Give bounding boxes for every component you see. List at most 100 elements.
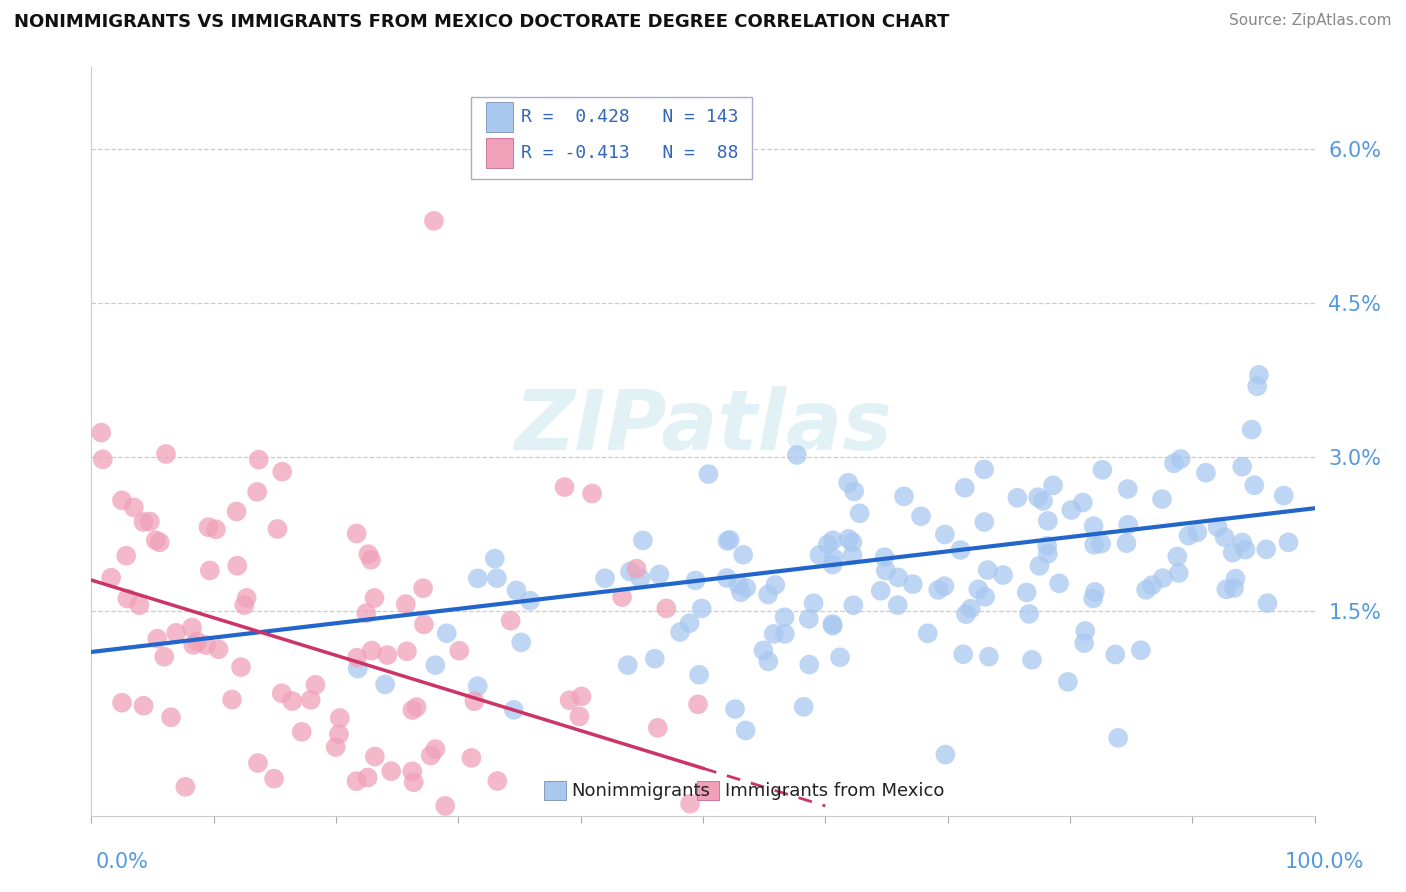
Point	[304, 678, 326, 692]
Text: R =  0.428   N = 143: R = 0.428 N = 143	[520, 108, 738, 126]
Point	[363, 591, 385, 605]
Point	[467, 571, 489, 585]
Point	[401, 703, 423, 717]
Point	[502, 703, 524, 717]
Point	[678, 616, 700, 631]
Point	[934, 579, 956, 593]
Point	[619, 565, 641, 579]
Point	[299, 693, 322, 707]
Point	[837, 475, 859, 490]
Point	[100, 571, 122, 585]
Point	[1243, 478, 1265, 492]
Point	[628, 571, 651, 585]
Point	[91, 452, 114, 467]
Point	[1225, 572, 1247, 586]
Point	[571, 690, 593, 704]
Point	[346, 774, 368, 789]
Text: Immigrants from Mexico: Immigrants from Mexico	[725, 781, 945, 800]
Point	[1152, 571, 1174, 585]
Point	[233, 598, 256, 612]
Text: R = -0.413   N =  88: R = -0.413 N = 88	[520, 145, 738, 162]
Point	[425, 742, 447, 756]
Point	[235, 591, 257, 605]
Point	[1195, 466, 1218, 480]
Point	[1091, 463, 1114, 477]
Point	[1036, 514, 1059, 528]
Point	[1247, 368, 1270, 382]
Point	[568, 709, 591, 723]
Point	[616, 658, 638, 673]
Point	[460, 751, 482, 765]
Point	[977, 649, 1000, 664]
Bar	[544, 781, 567, 800]
Point	[1240, 423, 1263, 437]
Point	[1166, 549, 1188, 564]
Point	[1107, 731, 1129, 745]
Point	[354, 606, 377, 620]
Point	[886, 598, 908, 612]
Point	[873, 550, 896, 565]
Point	[953, 481, 976, 495]
Point	[631, 533, 654, 548]
Point	[186, 634, 208, 648]
Point	[181, 620, 204, 634]
Point	[1277, 535, 1299, 549]
Point	[149, 535, 172, 549]
Point	[425, 658, 447, 673]
Point	[195, 638, 218, 652]
Point	[716, 533, 738, 548]
Point	[375, 648, 398, 662]
Point	[828, 650, 851, 665]
Point	[1140, 578, 1163, 592]
Point	[734, 723, 756, 738]
Point	[1170, 452, 1192, 467]
Point	[207, 642, 229, 657]
Point	[756, 654, 779, 668]
Point	[225, 504, 247, 518]
Point	[1018, 607, 1040, 621]
Point	[644, 651, 666, 665]
Point	[1036, 539, 1059, 553]
Point	[934, 747, 956, 762]
Point	[756, 587, 779, 601]
Point	[111, 493, 134, 508]
Point	[593, 571, 616, 585]
Point	[229, 660, 252, 674]
Point	[927, 582, 949, 597]
Point	[690, 601, 713, 615]
Point	[139, 515, 162, 529]
Point	[357, 547, 380, 561]
Point	[763, 578, 786, 592]
Point	[1230, 459, 1253, 474]
Point	[821, 619, 844, 633]
Point	[484, 551, 506, 566]
Point	[111, 696, 134, 710]
Point	[648, 567, 671, 582]
Point	[841, 535, 863, 549]
Point	[610, 590, 633, 604]
Point	[246, 484, 269, 499]
Point	[146, 632, 169, 646]
Point	[395, 644, 418, 658]
Point	[1222, 546, 1244, 560]
Point	[821, 533, 844, 548]
Point	[266, 522, 288, 536]
Point	[799, 657, 821, 672]
Point	[1256, 542, 1278, 557]
Point	[360, 553, 382, 567]
Point	[1230, 535, 1253, 549]
Point	[1015, 585, 1038, 599]
Point	[1272, 489, 1295, 503]
Point	[463, 694, 485, 708]
Point	[817, 537, 839, 551]
Point	[90, 425, 112, 440]
Point	[724, 702, 747, 716]
Point	[949, 543, 972, 558]
Point	[1213, 530, 1236, 544]
Point	[1187, 525, 1209, 540]
Point	[1083, 538, 1105, 552]
Point	[132, 515, 155, 529]
Point	[991, 568, 1014, 582]
Point	[434, 798, 457, 813]
Point	[1206, 520, 1229, 534]
